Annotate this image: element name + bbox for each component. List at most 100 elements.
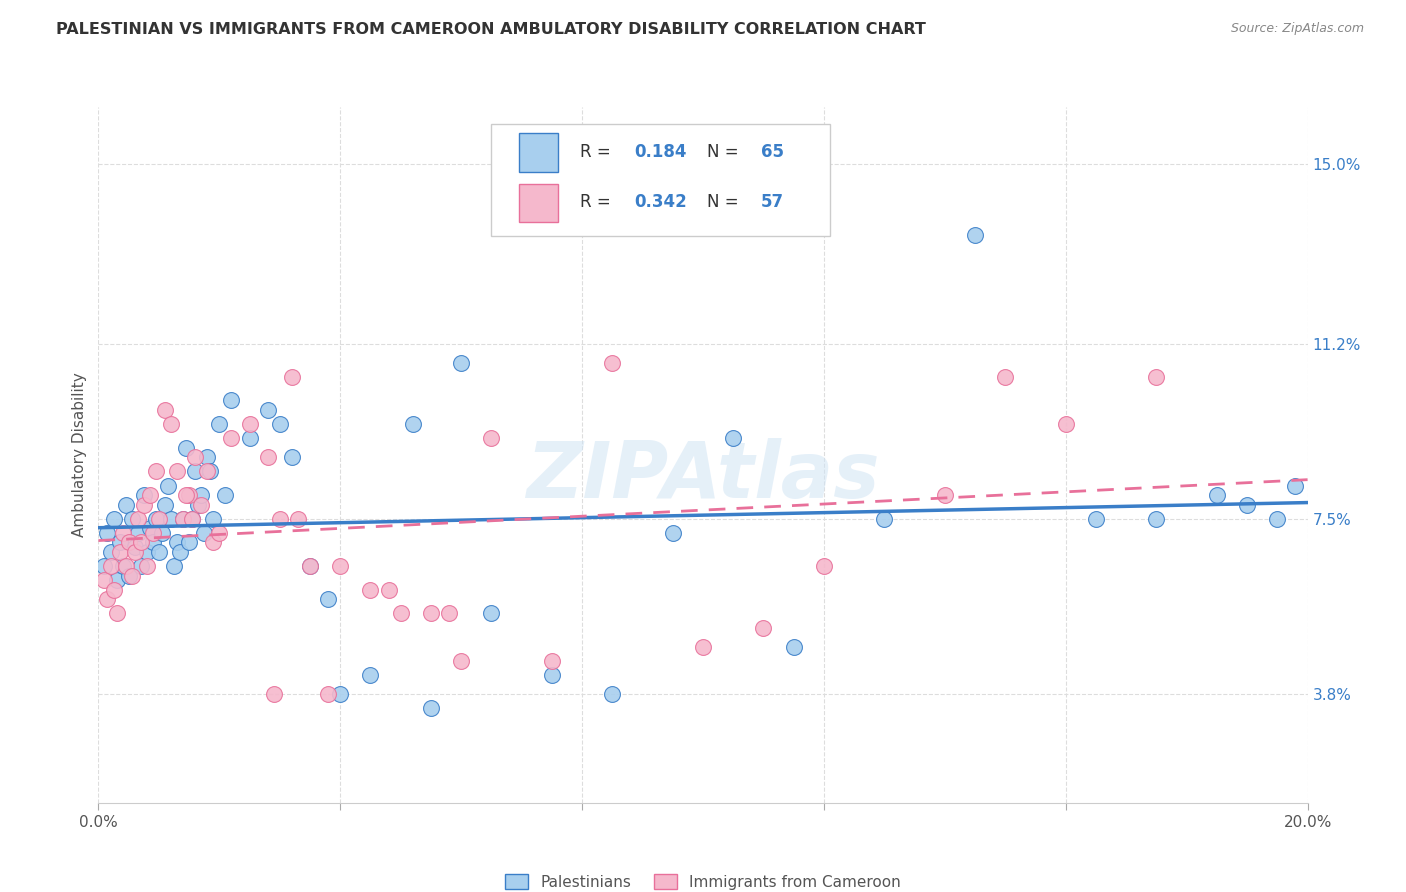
Point (481, 607, 503, 621)
Point (153, 498, 176, 512)
Text: 65: 65 (761, 144, 785, 161)
Point (103, 512, 125, 526)
Text: N =: N = (707, 144, 744, 161)
Point (752, 621, 775, 635)
Point (873, 512, 896, 526)
Point (108, 545, 131, 559)
Point (281, 450, 304, 465)
Point (269, 512, 291, 526)
Point (208, 417, 231, 432)
Text: 57: 57 (761, 194, 785, 211)
Point (148, 545, 170, 559)
Point (377, 582, 399, 597)
Point (142, 535, 165, 549)
Point (263, 687, 285, 701)
Point (135, 559, 157, 574)
Point (481, 431, 503, 445)
Point (108, 535, 131, 549)
Point (1144, 512, 1167, 526)
Point (145, 512, 167, 526)
Text: ZIPAtlas: ZIPAtlas (526, 438, 880, 514)
Point (437, 607, 460, 621)
Point (111, 559, 134, 574)
Point (103, 582, 125, 597)
Point (994, 369, 1017, 384)
Point (139, 488, 162, 502)
Point (299, 559, 322, 574)
Point (1206, 488, 1229, 502)
Point (145, 465, 167, 479)
Point (127, 526, 149, 541)
Text: N =: N = (707, 194, 744, 211)
Point (181, 512, 204, 526)
Point (281, 369, 304, 384)
Point (163, 559, 186, 574)
Point (782, 640, 804, 654)
Point (934, 488, 956, 502)
Point (118, 568, 141, 582)
Point (118, 535, 141, 549)
Point (114, 498, 136, 512)
Point (692, 640, 714, 654)
Point (179, 535, 201, 549)
Point (1267, 512, 1289, 526)
Y-axis label: Ambulatory Disability: Ambulatory Disability (72, 373, 87, 537)
Point (208, 526, 231, 541)
Point (360, 668, 382, 682)
Point (402, 417, 425, 432)
FancyBboxPatch shape (492, 124, 830, 235)
Point (540, 668, 562, 682)
Point (93, 574, 115, 588)
Point (129, 535, 152, 549)
Point (602, 356, 624, 370)
Point (239, 417, 262, 432)
Point (221, 393, 243, 408)
Bar (519, 184, 558, 222)
Point (114, 559, 136, 574)
Point (193, 526, 215, 541)
Point (214, 488, 236, 502)
Point (1284, 478, 1306, 492)
Point (166, 535, 188, 549)
Point (129, 559, 152, 574)
Point (153, 403, 176, 417)
Point (181, 512, 204, 526)
Point (1085, 512, 1108, 526)
Point (316, 687, 339, 701)
Point (96, 592, 118, 607)
Point (166, 465, 188, 479)
Point (105, 607, 128, 621)
Point (420, 607, 443, 621)
Point (200, 465, 222, 479)
Point (450, 654, 472, 668)
Point (316, 592, 339, 607)
Legend: Palestinians, Immigrants from Cameroon: Palestinians, Immigrants from Cameroon (498, 866, 908, 892)
Point (148, 512, 170, 526)
Point (135, 545, 157, 559)
Text: 0.184: 0.184 (634, 144, 686, 161)
Point (93, 559, 115, 574)
Point (150, 526, 173, 541)
Point (813, 559, 835, 574)
Point (124, 545, 146, 559)
Point (132, 498, 155, 512)
Point (105, 574, 128, 588)
Point (174, 441, 197, 455)
Point (111, 526, 134, 541)
Point (139, 521, 162, 535)
Point (1054, 417, 1077, 432)
Point (124, 540, 146, 554)
Text: 0.342: 0.342 (634, 194, 686, 211)
Point (121, 512, 143, 526)
Point (360, 582, 382, 597)
Point (202, 512, 225, 526)
Point (160, 417, 183, 432)
Point (269, 417, 291, 432)
Point (329, 687, 352, 701)
Text: R =: R = (579, 194, 616, 211)
Point (287, 512, 309, 526)
Point (221, 431, 243, 445)
Point (1144, 369, 1167, 384)
Point (256, 450, 278, 465)
Point (723, 431, 745, 445)
